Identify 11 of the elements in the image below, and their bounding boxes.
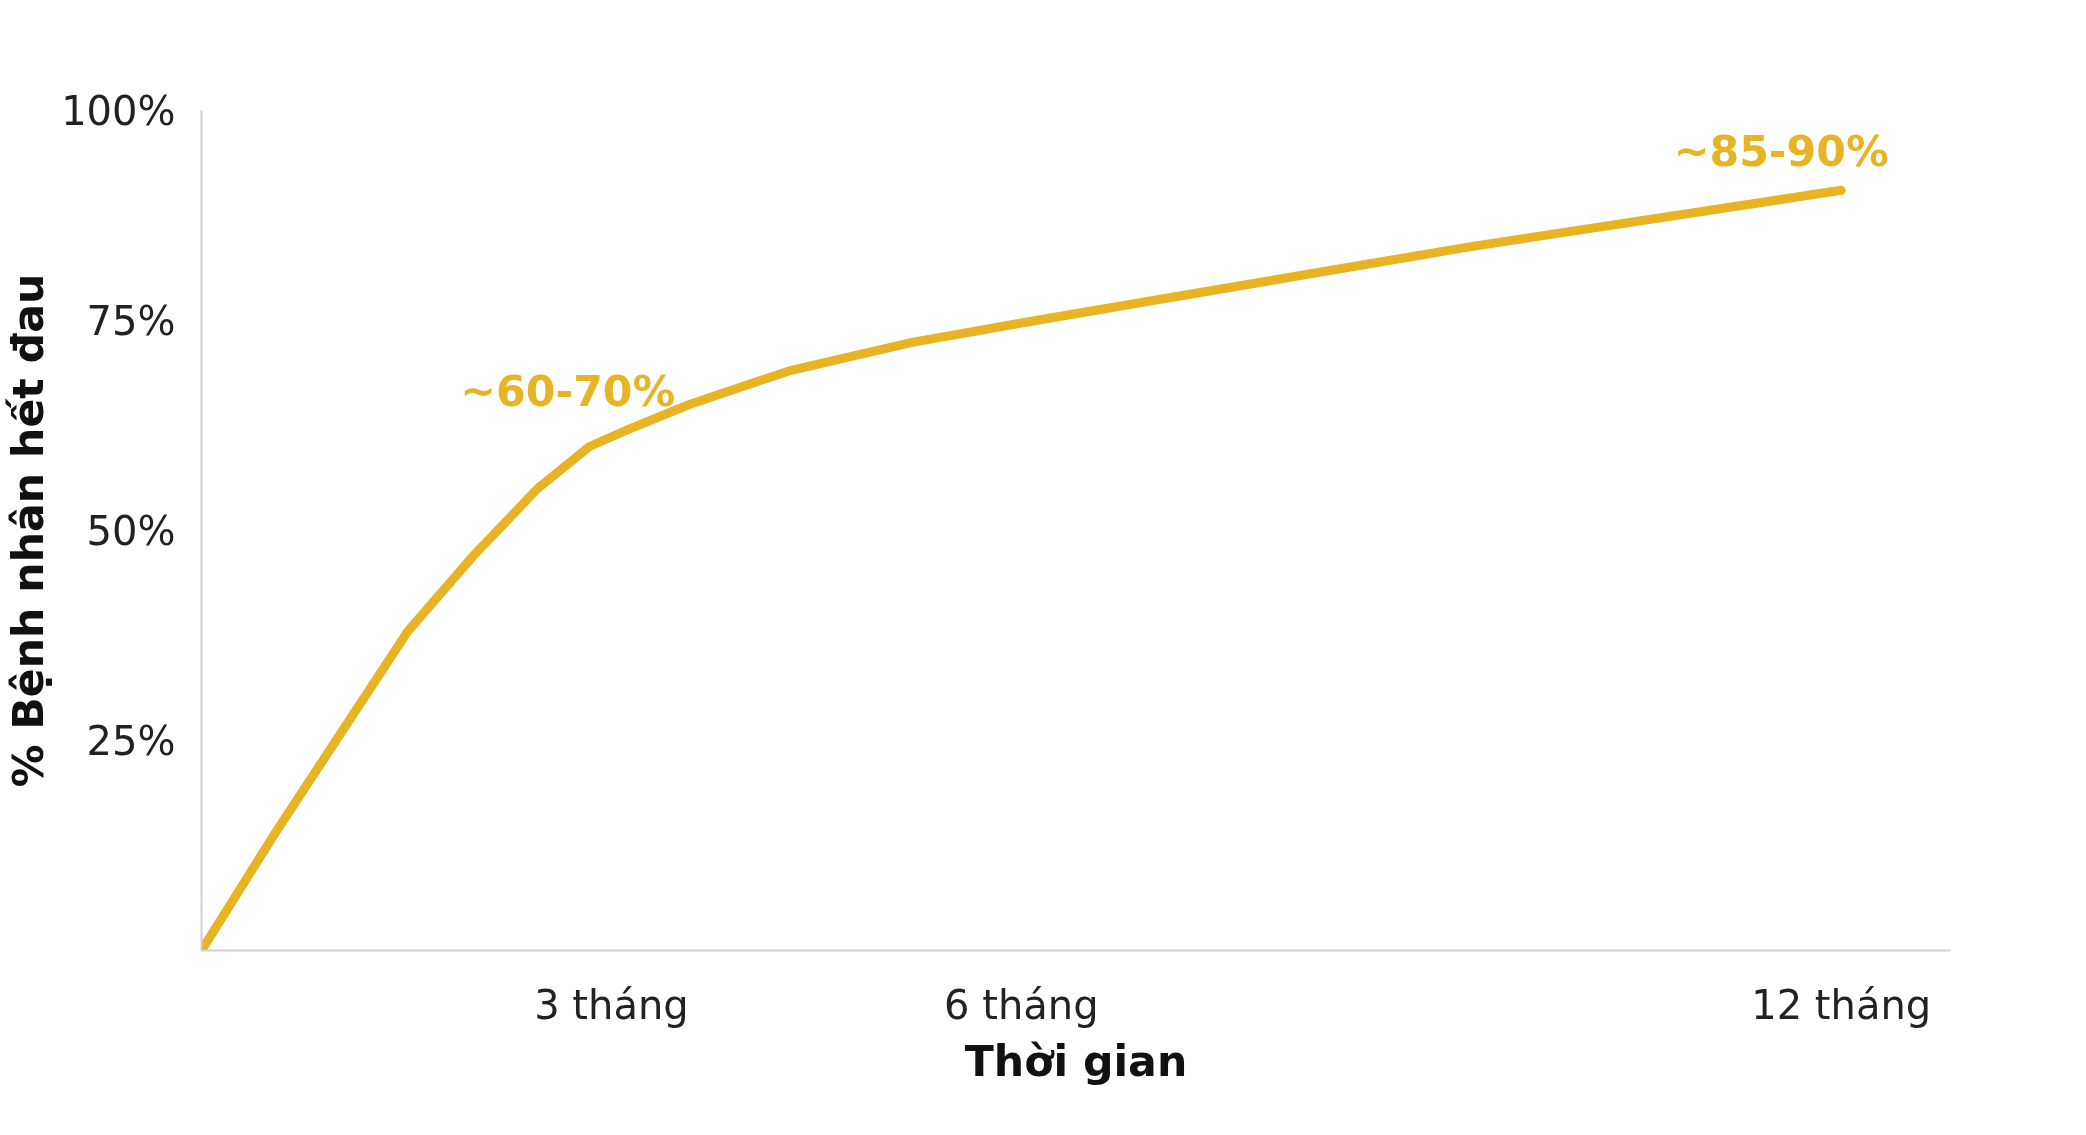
y-tick-label: 75% xyxy=(86,297,176,344)
x-tick-label: 3 tháng xyxy=(534,981,689,1028)
x-tick-label: 6 tháng xyxy=(944,981,1099,1028)
y-tick-label: 25% xyxy=(86,717,176,764)
x-axis-title: Thời gian xyxy=(964,1035,1188,1086)
annotation: ~60-70% xyxy=(460,365,676,416)
x-tick-label: 12 tháng xyxy=(1751,981,1932,1028)
y-axis-title: % Bệnh nhân hết đau xyxy=(3,273,54,788)
y-tick-label: 50% xyxy=(86,507,176,554)
annotation: ~85-90% xyxy=(1673,126,1889,177)
y-tick-label: 100% xyxy=(61,87,176,134)
